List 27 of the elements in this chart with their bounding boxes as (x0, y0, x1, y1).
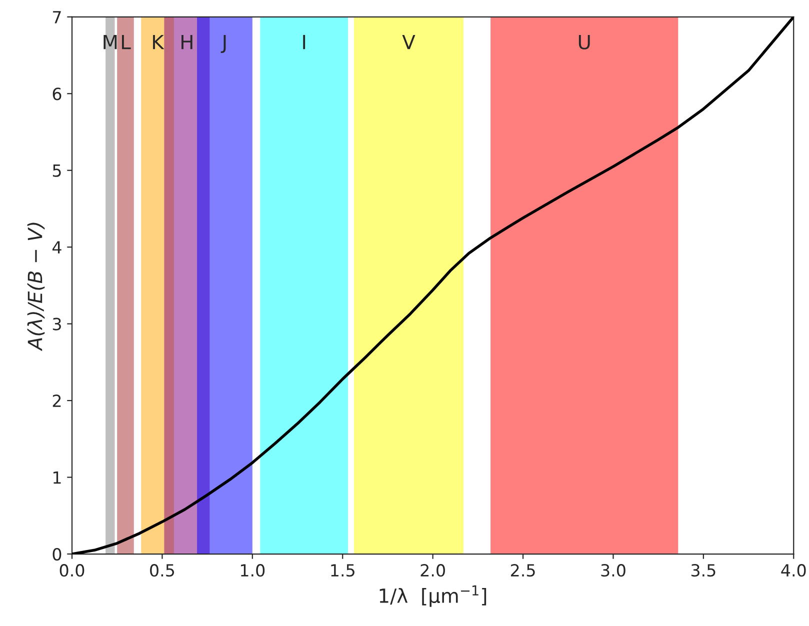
band-label: I (303, 34, 306, 50)
band-label: M (104, 34, 117, 50)
x-tick-label: 3.0 (601, 564, 626, 577)
band-label: J (220, 34, 226, 54)
y-tick-label: 3 (52, 318, 61, 330)
x-tick-label: 2.5 (510, 564, 535, 577)
y-tick-label: 6 (52, 88, 62, 100)
x-tick-label: 4.0 (781, 564, 806, 577)
x-tick-label: 1.0 (240, 564, 265, 577)
band-label: V (402, 34, 416, 50)
x-axis-title: 1/λ [μm$^{−1}$] (380, 585, 486, 607)
x-tick-label: 0.5 (150, 564, 174, 577)
band-label: H (182, 34, 192, 50)
band-label: U (578, 34, 590, 50)
band-label: K (153, 34, 164, 50)
y-tick-label: 2 (52, 394, 61, 407)
x-tick-label: 0.0 (60, 564, 84, 577)
band-label: L (122, 34, 131, 50)
x-tick-label: 3.5 (691, 564, 716, 577)
y-tick-label: 0 (52, 548, 62, 561)
x-tick-label: 1.5 (331, 564, 354, 577)
y-tick-label: 1 (54, 471, 61, 484)
y-tick-label: 7 (53, 11, 61, 24)
y-tick-label: 4 (52, 241, 62, 254)
x-tick-label: 2.0 (420, 564, 445, 577)
y-tick-label: 5 (52, 164, 61, 177)
y-axis-title: A(λ)/E(B − V) (27, 222, 45, 352)
